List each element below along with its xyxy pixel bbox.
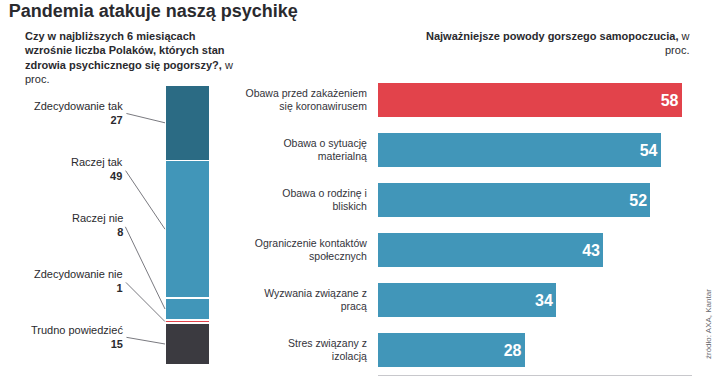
svg-text:Raczej tak49: Raczej tak49: [71, 156, 123, 182]
svg-text:Wyzwania związane zpracą: Wyzwania związane zpracą: [264, 287, 367, 313]
svg-text:Czy w najbliższych 6 miesiącac: Czy w najbliższych 6 miesiącachwzrośnie …: [24, 30, 233, 85]
svg-text:Obawa o sytuacjęmaterialną: Obawa o sytuacjęmaterialną: [283, 137, 367, 163]
svg-text:Najważniejsze powody gorszego: Najważniejsze powody gorszego samopoczuc…: [426, 30, 690, 56]
svg-text:Raczej nie8: Raczej nie8: [72, 212, 123, 238]
svg-text:58: 58: [661, 92, 679, 109]
svg-text:Obawa o rodzinę ibliskich: Obawa o rodzinę ibliskich: [282, 187, 367, 213]
svg-text:52: 52: [629, 192, 647, 209]
svg-text:Zdecydowanie nie1: Zdecydowanie nie1: [34, 268, 123, 294]
svg-text:28: 28: [504, 342, 522, 359]
svg-text:34: 34: [535, 292, 553, 309]
svg-text:źródło: AXA, Kantar: źródło: AXA, Kantar: [704, 289, 713, 359]
svg-text:Trudno powiedzieć15: Trudno powiedzieć15: [31, 324, 123, 350]
svg-text:Zdecydowanie tak27: Zdecydowanie tak27: [34, 100, 123, 126]
svg-text:Stres związany zizolacją: Stres związany zizolacją: [288, 337, 367, 363]
svg-text:Ograniczenie kontaktówspołeczn: Ograniczenie kontaktówspołecznych: [255, 237, 367, 263]
svg-text:Pandemia atakuje naszą psychik: Pandemia atakuje naszą psychikę: [9, 1, 298, 21]
svg-text:54: 54: [640, 142, 658, 159]
svg-text:Obawa przed zakażeniemsię koro: Obawa przed zakażeniemsię koronawirusem: [245, 87, 367, 113]
svg-text:43: 43: [582, 242, 600, 259]
